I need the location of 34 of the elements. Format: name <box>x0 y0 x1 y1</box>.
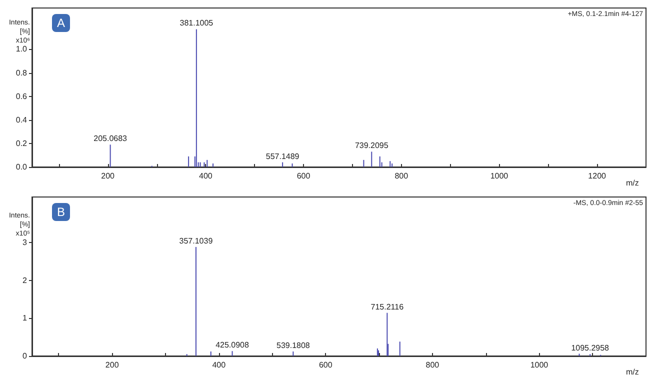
annotation: 425.0908 <box>216 340 250 350</box>
x-tick-label: 200 <box>101 172 116 180</box>
annotation: 205.0683 <box>94 134 128 144</box>
y-tick-label: 1 <box>22 314 28 323</box>
annotation: 557.1489 <box>266 152 300 161</box>
x-tick-label: 400 <box>212 360 226 370</box>
annotation: 539.1808 <box>276 340 310 350</box>
x-tick-label: 1000 <box>530 360 549 370</box>
y-tick-label: 1.0 <box>16 44 28 54</box>
y-tick-label: 0.8 <box>16 68 28 78</box>
x-tick-label: 400 <box>199 172 213 180</box>
x-tick-label: 600 <box>296 172 311 180</box>
text: A <box>57 16 66 30</box>
annotation: 357.1039 <box>179 236 214 246</box>
x-tick-label: 800 <box>426 360 440 370</box>
y-tick-label: 0.6 <box>16 92 28 101</box>
x-tick-label: 800 <box>394 172 409 180</box>
annotation: 715.2116 <box>370 302 404 312</box>
x-tick-label: 200 <box>105 360 120 370</box>
y-tick-label: 3 <box>22 238 28 247</box>
y-tick-label: 0.0 <box>16 162 28 172</box>
annotation: 381.1005 <box>180 18 214 28</box>
text: B <box>57 205 66 219</box>
x-tick-label: 1200 <box>588 172 607 180</box>
y-tick-label: 2 <box>22 276 28 285</box>
annotation: 739.2095 <box>354 141 389 150</box>
x-tick-label: 600 <box>318 360 333 370</box>
x-axis-title: m/z <box>626 368 639 376</box>
x-tick-label: 1000 <box>490 172 509 180</box>
y-tick-label: 0 <box>22 352 28 360</box>
y-tick-label: 0.4 <box>16 115 28 124</box>
annotation: 1095.2958 <box>571 344 610 353</box>
x-axis-title: m/z <box>626 178 639 188</box>
y-tick-label: 0.2 <box>16 138 28 148</box>
